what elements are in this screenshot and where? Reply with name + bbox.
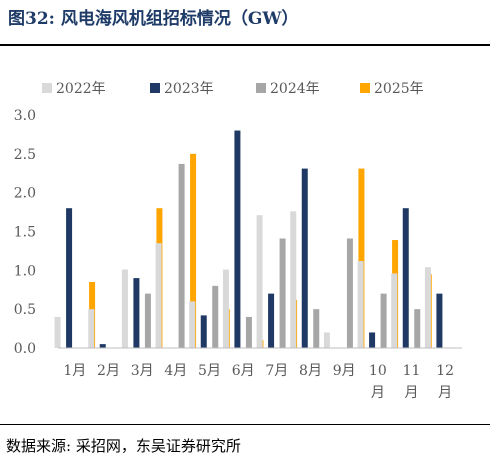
legend-swatch bbox=[150, 83, 160, 93]
bar bbox=[121, 269, 128, 348]
legend-swatch bbox=[360, 83, 370, 93]
y-tick-label: 1.5 bbox=[14, 225, 36, 241]
bar bbox=[99, 344, 106, 348]
y-tick-label: 0.5 bbox=[14, 302, 36, 318]
bar bbox=[178, 163, 185, 348]
bar bbox=[245, 316, 252, 348]
x-tick-label: 7月 bbox=[265, 363, 288, 379]
bar bbox=[369, 332, 376, 348]
x-tick-label: 1月 bbox=[63, 363, 86, 379]
legend-label: 2022年 bbox=[56, 81, 106, 97]
figure-title: 图32: 风电海风机组招标情况（GW） bbox=[8, 9, 299, 29]
bar bbox=[380, 293, 387, 348]
title-divider bbox=[0, 44, 490, 46]
bar bbox=[200, 315, 207, 348]
bar bbox=[54, 316, 61, 348]
bar bbox=[346, 238, 353, 348]
bar bbox=[66, 208, 73, 348]
y-tick-label: 2.0 bbox=[14, 186, 36, 202]
x-tick-label: 3月 bbox=[131, 363, 154, 379]
bar bbox=[222, 269, 229, 348]
x-tick-label: 11 月 bbox=[403, 363, 421, 401]
legend-label: 2023年 bbox=[164, 81, 214, 97]
x-tick-label: 2月 bbox=[97, 363, 120, 379]
bar bbox=[268, 293, 275, 348]
bar bbox=[133, 278, 140, 348]
bar bbox=[234, 130, 241, 348]
y-tick-label: 1.0 bbox=[14, 263, 36, 279]
legend-swatch bbox=[256, 83, 266, 93]
bar bbox=[323, 332, 330, 348]
x-tick-label: 4月 bbox=[164, 363, 187, 379]
bar bbox=[290, 211, 297, 348]
y-tick-label: 3.0 bbox=[14, 108, 36, 124]
footer-divider bbox=[0, 424, 490, 425]
bar bbox=[313, 309, 320, 348]
bar bbox=[301, 168, 308, 348]
bar-chart: 2022年 2023年 2024年 2025年 0.0 0.5 1.0 1.5 2.0 2.5 3… bbox=[14, 81, 462, 401]
bar bbox=[414, 309, 421, 348]
bar bbox=[155, 243, 162, 348]
x-tick-label: 5月 bbox=[198, 363, 221, 379]
bar bbox=[424, 267, 431, 348]
bar bbox=[436, 293, 443, 348]
x-tick-label: 8月 bbox=[299, 363, 322, 379]
chart-legend: 2022年 2023年 2024年 2025年 bbox=[42, 81, 424, 97]
x-tick-label: 12 月 bbox=[436, 363, 454, 401]
bar bbox=[256, 215, 263, 348]
bar bbox=[279, 238, 286, 348]
bar bbox=[189, 301, 196, 348]
y-tick-label: 0.0 bbox=[14, 341, 36, 357]
x-tick-label: 10 月 bbox=[369, 363, 387, 401]
x-axis: 1月 2月 3月 4月 5月 6月 7月 8月 9月 10 月 11 月 12 月 bbox=[58, 347, 462, 401]
bar bbox=[88, 309, 95, 348]
bar bbox=[391, 273, 398, 348]
bar bbox=[212, 285, 219, 348]
legend-label: 2024年 bbox=[270, 81, 320, 97]
bar bbox=[402, 208, 409, 348]
legend-swatch bbox=[42, 83, 52, 93]
bar bbox=[144, 293, 151, 348]
y-axis: 0.0 0.5 1.0 1.5 2.0 2.5 3.0 bbox=[14, 108, 36, 357]
x-tick-label: 9月 bbox=[333, 363, 356, 379]
bar bbox=[190, 153, 197, 348]
bar bbox=[358, 168, 365, 348]
x-tick-label: 6月 bbox=[232, 363, 255, 379]
bar bbox=[357, 261, 364, 348]
y-tick-label: 2.5 bbox=[14, 147, 36, 163]
chart-bars bbox=[54, 130, 443, 348]
source-note: 数据来源: 采招网，东吴证券研究所 bbox=[6, 437, 241, 455]
legend-label: 2025年 bbox=[374, 81, 424, 97]
